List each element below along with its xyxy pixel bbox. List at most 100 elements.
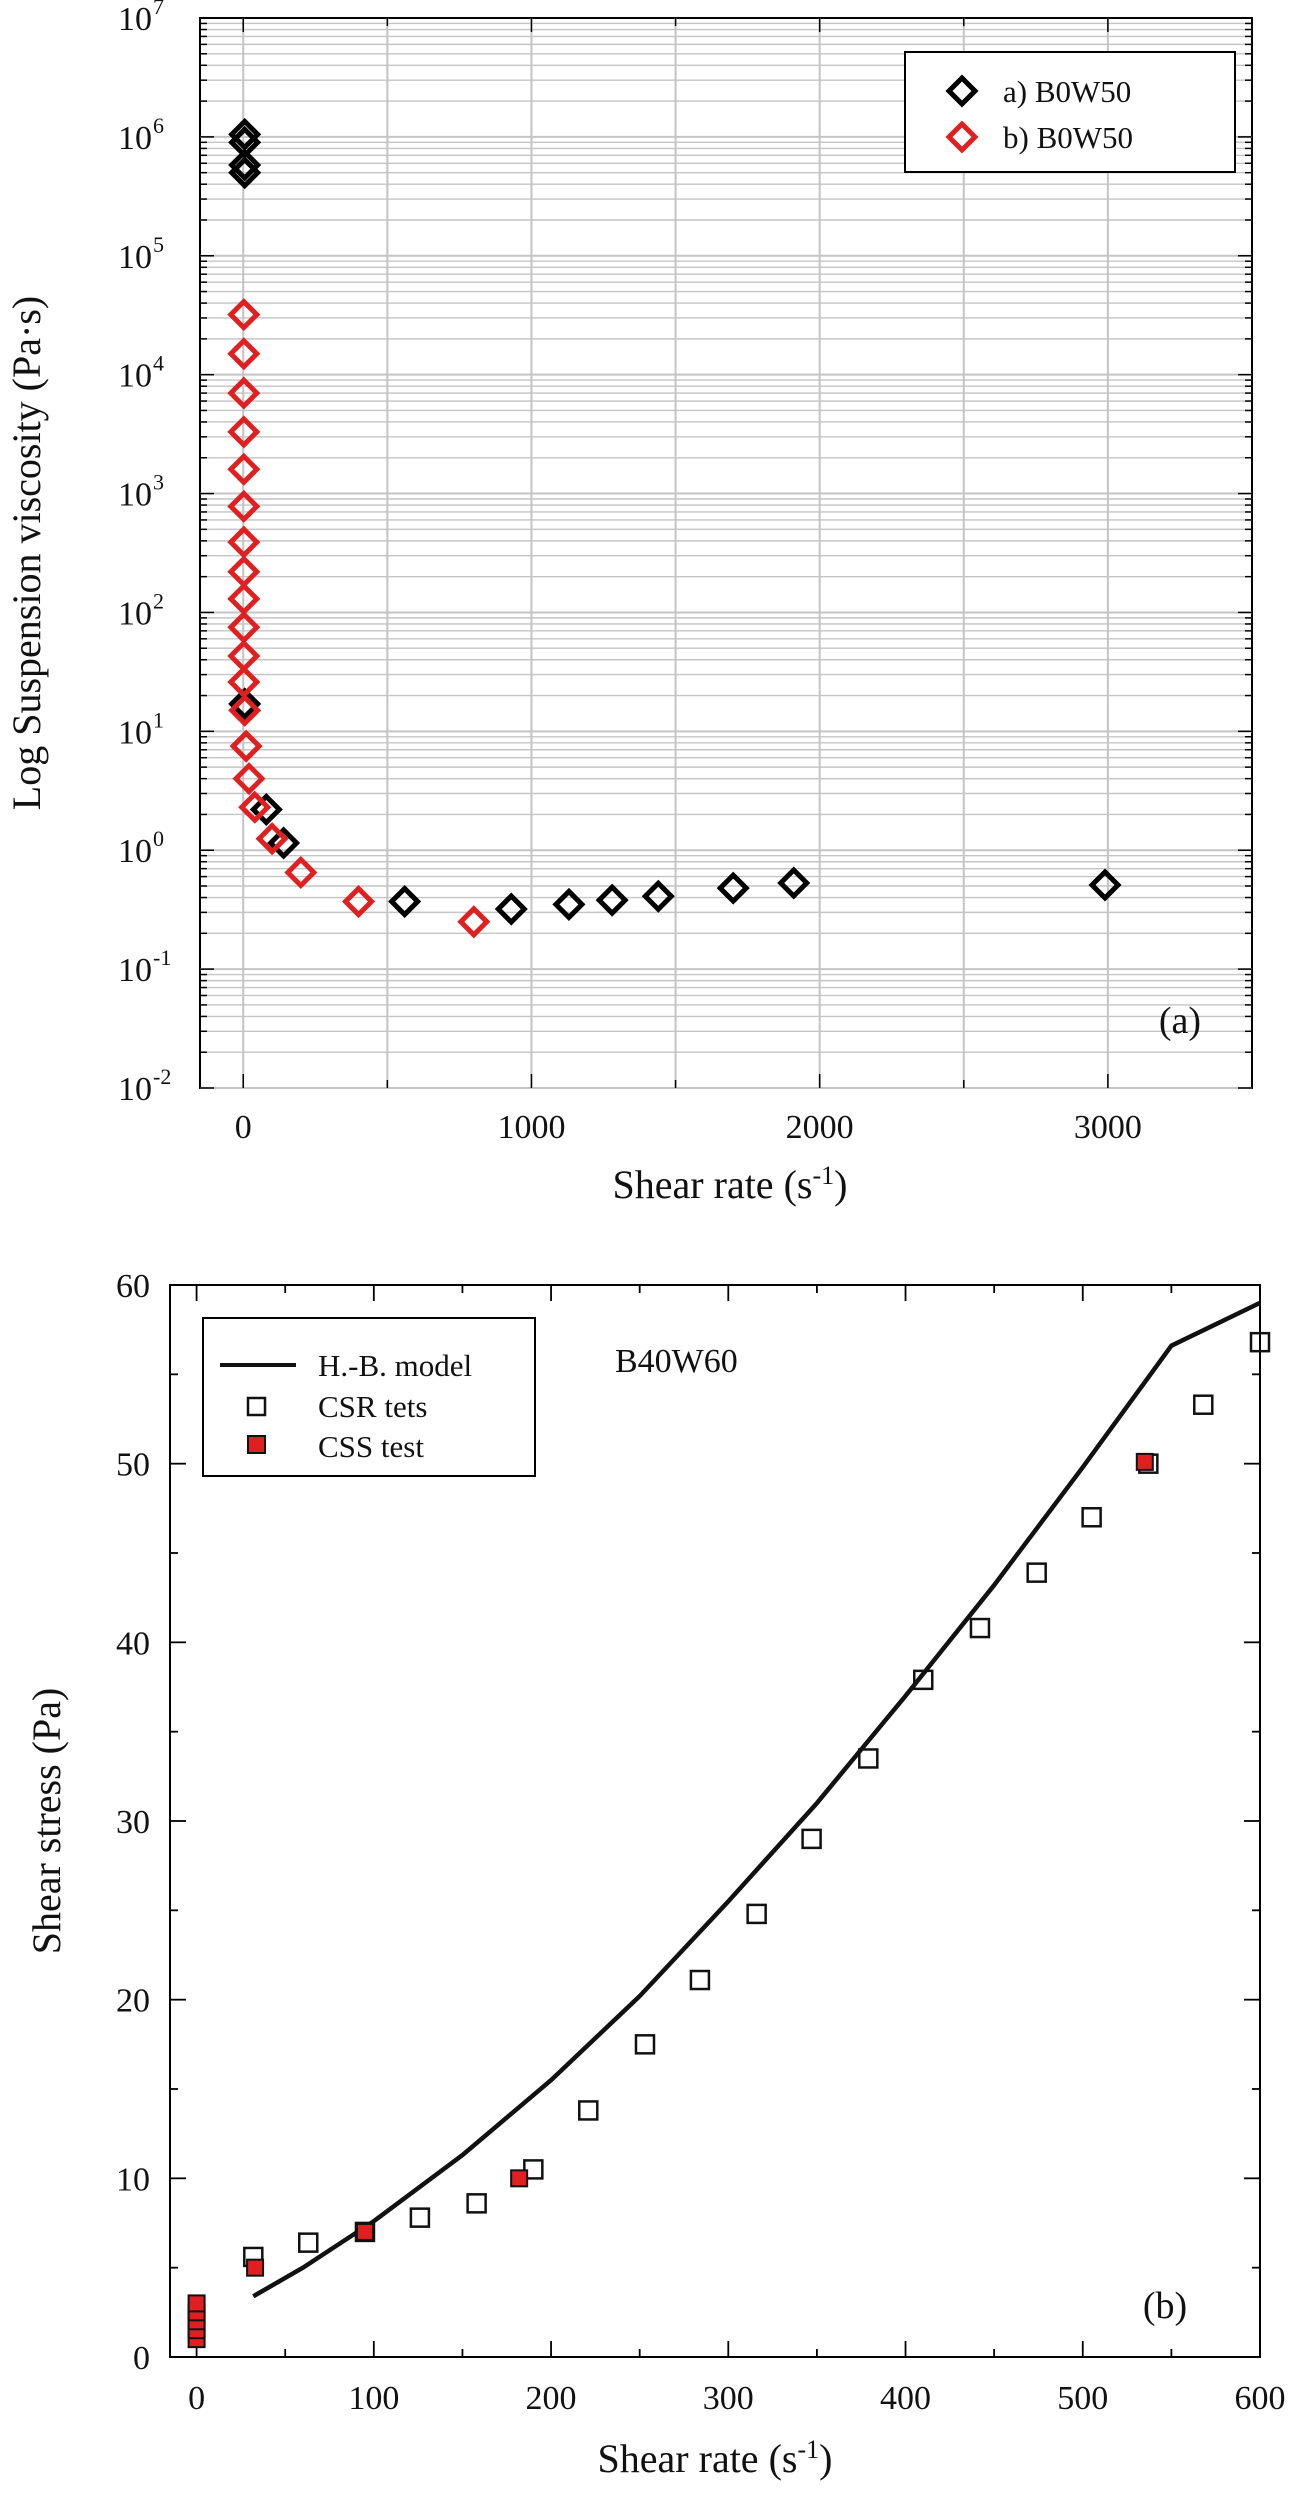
data-point-diamond (227, 452, 261, 486)
panel-label-b: (b) (1143, 2285, 1187, 2327)
legend-label-csr: CSR tets (318, 1389, 427, 1424)
data-point-diamond (228, 687, 262, 721)
panel-label-a: (a) (1159, 1000, 1201, 1042)
y-tick-label: 10 (118, 477, 152, 514)
hb-model-curve (252, 1300, 1261, 2299)
y-tick-label: 30 (116, 1804, 150, 1841)
y-tick-label: 10 (118, 120, 152, 157)
y-tick-label-exponent: 4 (153, 351, 164, 376)
data-point-diamond (227, 376, 261, 410)
legend-label-series-a: a) B0W50 (1003, 74, 1131, 109)
y-tick-label: 10 (118, 714, 152, 751)
data-point-diamond (238, 790, 272, 824)
grid-a (200, 18, 1252, 1089)
y-axis-label-a: Log Suspension viscosity (Pa·s) (4, 296, 49, 810)
data-point-open-square (969, 1617, 991, 1639)
legend-label-css: CSS test (318, 1429, 424, 1464)
x-axis-label-a: Shear rate (s-1) (613, 1161, 848, 1207)
x-tick-label: 400 (880, 2380, 931, 2417)
data-point-open-square (466, 2193, 487, 2214)
data-point-diamond (284, 855, 318, 890)
y-tick-label: 20 (116, 1983, 150, 2020)
data-point-filled-square (187, 2294, 206, 2313)
legend-marker-red-diamond (945, 120, 979, 154)
y-tick-label: 10 (118, 358, 152, 395)
data-point-diamond (227, 415, 261, 449)
y-tick-label: 40 (116, 1625, 150, 1662)
x-tick-label: 3000 (1074, 1109, 1142, 1146)
data-point-diamond (716, 871, 750, 905)
data-point-open-square (858, 1748, 879, 1769)
data-point-diamond (227, 489, 261, 523)
data-point-open-square (297, 2232, 319, 2253)
data-point-diamond (249, 792, 283, 827)
ticks-b: 0 100 200 300 400 500 600 0 10 20 30 40 50 60 (116, 1268, 1286, 2417)
data-point-open-square (689, 1969, 711, 1991)
legend-marker-filled-square (247, 1435, 266, 1454)
plot-area-a (199, 17, 1253, 1089)
data-point-diamond (227, 525, 261, 559)
x-tick-label: 300 (703, 2380, 754, 2417)
data-point-open-square (634, 2034, 656, 2055)
data-point-filled-square (355, 2222, 374, 2241)
y-tick-label-exponent: 0 (153, 826, 164, 851)
data-point-open-square (1081, 1507, 1102, 1528)
y-tick-label-exponent: -1 (153, 945, 171, 970)
y-tick-label: 10 (118, 1071, 152, 1108)
x-tick-label: 2000 (786, 1109, 854, 1146)
y-tick-label: 10 (118, 595, 152, 632)
data-point-diamond (267, 826, 301, 860)
data-point-open-square (1193, 1394, 1214, 1415)
data-point-open-square (801, 1828, 822, 1850)
legend-label-model: H.-B. model (318, 1348, 472, 1383)
y-tick-label-exponent: 1 (153, 707, 164, 732)
y-tick-label: 0 (133, 2340, 150, 2377)
x-tick-label: 0 (188, 2380, 205, 2417)
x-axis-label-b: Shear rate (s-1) (598, 2435, 833, 2481)
sample-annotation: B40W60 (615, 1343, 738, 1380)
y-tick-label-exponent: 2 (153, 588, 164, 613)
data-point-diamond (494, 892, 528, 926)
data-point-diamond (777, 866, 811, 900)
data-point-open-square (913, 1669, 934, 1691)
data-point-diamond (595, 883, 629, 917)
data-point-diamond (228, 148, 262, 182)
y-tick-label: 10 (118, 952, 152, 989)
data-point-filled-square (1135, 1452, 1154, 1471)
data-point-filled-square (246, 2258, 265, 2277)
y-tick-label: 10 (118, 239, 152, 276)
data-point-diamond (388, 885, 422, 919)
data-point-diamond (232, 762, 266, 796)
y-tick-label-exponent: 5 (153, 232, 164, 257)
y-axis-label-b: Shear stress (Pa) (24, 1688, 69, 1955)
legend-box-a (904, 51, 1236, 173)
legend-a: a) B0W50 b) B0W50 (904, 51, 1236, 173)
data-point-diamond (255, 822, 289, 856)
legend-label-series-b: b) B0W50 (1003, 120, 1133, 155)
data-point-diamond (228, 117, 262, 151)
data-point-diamond (641, 879, 675, 913)
data-point-diamond (228, 156, 262, 190)
data-point-diamond (457, 905, 491, 939)
legend-marker-open-square (246, 1396, 267, 1417)
data-point-open-square (746, 1903, 767, 1925)
data-point-diamond (1088, 868, 1122, 902)
series-a (227, 117, 1122, 939)
data-point-open-square (409, 2207, 431, 2228)
data-point-diamond (227, 298, 261, 332)
x-tick-label: 500 (1057, 2380, 1108, 2417)
x-tick-label: 100 (348, 2380, 399, 2417)
y-tick-label: 10 (118, 1, 152, 38)
y-tick-label-exponent: 3 (153, 470, 164, 495)
legend-marker-black-diamond (945, 74, 979, 108)
data-point-open-square (1026, 1562, 1047, 1583)
legend-b: H.-B. model CSR tets CSS test (202, 1317, 536, 1477)
y-tick-label: 60 (116, 1268, 150, 1305)
chart-shear-stress: 0 100 200 300 400 500 600 0 10 20 30 40 50 60 Shear r… (24, 1268, 1286, 2481)
data-point-diamond (552, 887, 586, 921)
data-point-diamond (228, 693, 262, 727)
data-point-filled-square (510, 2169, 529, 2188)
y-tick-label-exponent: 6 (153, 113, 164, 138)
